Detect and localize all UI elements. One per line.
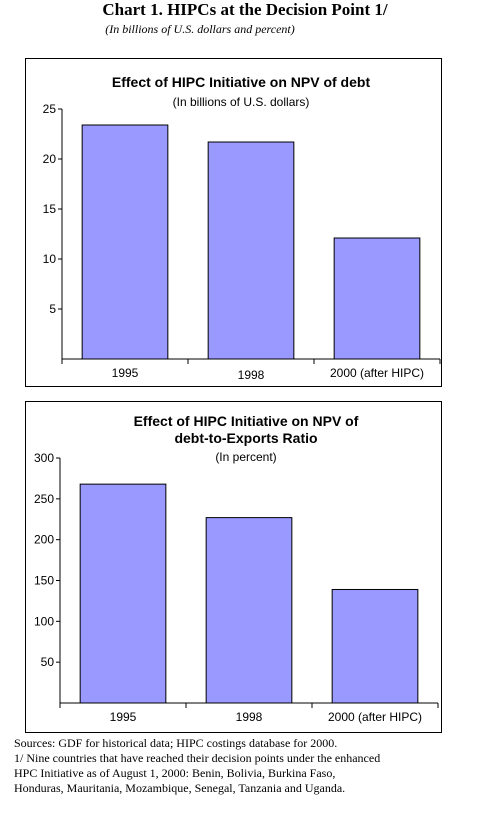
y-tick-label: 50 [41,655,55,669]
chart-title: Effect of HIPC Initiative on NPV of [134,413,359,429]
x-tick-label: 2000 (after HIPC) [328,710,422,724]
y-tick-label: 150 [34,574,54,588]
bar [331,588,419,704]
y-tick-label: 200 [34,533,54,547]
page-subtitle: (In billions of U.S. dollars and percent… [105,22,295,36]
y-tick-label: 25 [43,102,57,116]
y-tick-label: 250 [34,492,54,506]
chart-title: Effect of HIPC Initiative on NPV of debt [112,74,371,90]
footnote-line: 1/ Nine countries that have reached thei… [14,751,381,765]
page-title: Chart 1. HIPCs at the Decision Point 1/ [102,0,388,19]
footnote-line: HPC Initiative as of August 1, 2000: Ben… [14,766,336,780]
y-tick-label: 300 [34,451,54,465]
y-tick-label: 5 [49,302,56,316]
y-tick-label: 15 [43,202,57,216]
y-tick-label: 20 [43,152,57,166]
x-tick-label: 1995 [112,366,139,380]
chart-title: debt-to-Exports Ratio [174,430,317,446]
chart-subtitle: (In percent) [215,450,276,464]
bar [79,483,167,704]
bar [205,517,293,704]
y-tick-label: 100 [34,614,54,628]
x-tick-label: 2000 (after HIPC) [330,366,424,380]
footnote-line: Honduras, Mauritania, Mozambique, Senega… [14,781,346,795]
chart-npv-debt: Effect of HIPC Initiative on NPV of debt… [43,74,441,382]
x-tick-label: 1998 [236,710,263,724]
bar [333,237,421,360]
bar [207,141,295,360]
chart-panel-npv-debt: Effect of HIPC Initiative on NPV of debt… [25,58,442,387]
footnote-sources: Sources: GDF for historical data; HIPC c… [14,736,338,750]
x-tick-label: 1998 [238,368,265,382]
footnotes: Sources: GDF for historical data; HIPC c… [14,736,490,796]
bar [81,124,169,360]
y-tick-label: 10 [43,252,57,266]
x-tick-label: 1995 [110,710,137,724]
chart-subtitle: (In billions of U.S. dollars) [173,95,310,109]
chart-panel-npv-ratio: Effect of HIPC Initiative on NPV of debt-… [25,401,442,733]
chart-npv-ratio: Effect of HIPC Initiative on NPV ofdebt-… [34,413,439,724]
